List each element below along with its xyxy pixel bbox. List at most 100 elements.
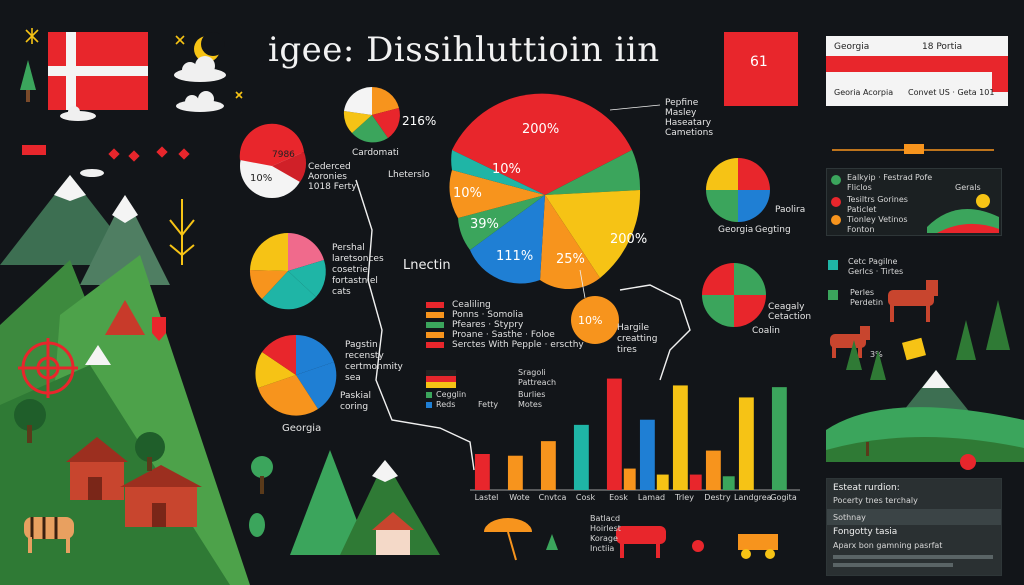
legend1-swatch-0: [426, 301, 444, 308]
horse-icon: [830, 326, 870, 358]
card-row1-left: Georgia: [834, 42, 870, 52]
bar-7: [705, 450, 721, 490]
big-pie-label-top3: Haseatary: [665, 118, 712, 128]
sun-wheel-icon: [18, 338, 78, 398]
bottom-panel-title: Esteat rurdion:: [833, 483, 900, 493]
right-panel-landscape: [927, 194, 999, 233]
big-pie-label-left: Lheterslo: [388, 170, 430, 180]
big-pie-label-top2: Masley: [665, 108, 697, 118]
bar-chart-x-labels: Lastel Wote Cnvtca Cosk Eosk Lamad Trley Destry…: [470, 493, 800, 507]
right-panel-dot-green: [831, 175, 841, 185]
tree-icon: [20, 60, 36, 102]
legend1-row-1: Ponns · Somolia: [426, 310, 584, 320]
legend2-dot-blue: [426, 402, 432, 408]
right-panel-row6: Fonton: [847, 225, 875, 234]
white-pie-inner-top: 7986: [272, 150, 295, 160]
card-row2-left: Georia Acorpia: [834, 88, 894, 97]
pie3-label-3: cosetrie: [332, 265, 368, 275]
big-pie-label-top1: Pepfine: [665, 98, 699, 108]
big-pie-a: 10%: [492, 162, 521, 177]
legend1-label-2: Pfeares · Stypry: [452, 320, 524, 330]
pointer-lines: [579, 104, 661, 299]
right-panel-row3: Tesiltrs Gorines: [847, 195, 908, 204]
bar-0: [474, 454, 490, 490]
bar-5: [639, 419, 655, 490]
pie-4: [255, 334, 337, 416]
white-pie-label-2: Aoronies: [308, 172, 347, 182]
umbrella-icon: [484, 518, 532, 561]
legend1-label-0: Cealiling: [452, 300, 491, 310]
bottom-panel-body1: Pocerty tnes terchaly: [833, 496, 918, 505]
bottom-list-3: Korage: [590, 534, 618, 543]
bar-2: [540, 441, 556, 490]
bar-secondary-6: [689, 474, 702, 490]
legend2-right-3: Motes: [518, 400, 543, 409]
legend1-row-0: Cealiling: [426, 300, 584, 310]
bar-label-2: Cnvtca: [538, 493, 567, 502]
pie3-label-4: fortastniel: [332, 276, 378, 286]
pie4-label-1: Pagstin: [345, 340, 378, 350]
card-row1-right: 18 Portia: [922, 42, 963, 52]
big-pie-f: 200%: [610, 232, 648, 247]
legend1-swatch-2: [426, 321, 444, 328]
bar-chart: [470, 378, 800, 491]
pie-small-top: [343, 86, 400, 143]
pie-white: [239, 123, 307, 198]
right-panel-badge: Pofe: [915, 173, 933, 182]
zebra-icon: [24, 517, 74, 553]
bar-label-8: Landgrea: [734, 493, 772, 502]
legend1-row-3: Proane · Sasthe · Foloe: [426, 330, 584, 340]
pie-right2-side2: Cetaction: [768, 312, 812, 322]
pie-small-orange: [571, 296, 619, 344]
pie-right2-side1: Ceagaly: [768, 302, 805, 312]
right-mid-row4: Perdetin: [850, 298, 884, 307]
big-pie-red-pct: 200%: [522, 122, 560, 137]
bar-1: [507, 455, 523, 490]
legend1-row-2: Pfeares · Stypry: [426, 320, 584, 330]
map-outline: [355, 179, 691, 471]
legend-1: Cealiling Ponns · Somolia Pfeares · Styp…: [426, 300, 584, 350]
pie4-label-4: sea: [345, 373, 361, 383]
bottom-panel-body3: Aparx bon gamning pasrfat: [833, 541, 943, 550]
big-pie-c: 39%: [470, 217, 499, 232]
legend1-swatch-4: [426, 341, 444, 348]
big-pie-d: 111%: [496, 249, 534, 264]
leaf-ornament-icon: [169, 199, 195, 265]
small-top-pie-value: 216%: [402, 114, 437, 128]
pie4-label-2: recensty: [345, 351, 384, 361]
big-pie-label-center: Lnectin: [403, 258, 451, 273]
legend1-label-4: Serctes With Pepple · erscthy: [452, 340, 584, 350]
big-pie-label-bottom2: creatting: [617, 334, 658, 344]
bar-label-0: Lastel: [474, 493, 499, 502]
tiger-icon: [616, 526, 666, 558]
decor-top-left: [20, 28, 243, 177]
tree-icon: [846, 300, 1010, 380]
tomato-icon: [692, 540, 704, 552]
bottom-panel-band: [827, 509, 1001, 525]
big-pie-b: 10%: [453, 186, 482, 201]
legend2-swatch-dark: [426, 370, 456, 376]
pie3-label-1: Pershal: [332, 243, 365, 253]
right-panel-dot-red: [831, 197, 841, 207]
star-icon: [25, 28, 243, 99]
bottom-list-4: Inctiia: [590, 544, 615, 553]
legend1-label-1: Ponns · Somolia: [452, 310, 524, 320]
right-panel-row4: Paticlet: [847, 205, 877, 214]
pie-right-2: [702, 263, 766, 327]
bar-label-6: Trley: [675, 493, 694, 502]
big-pie-label-bottom1: Hargile: [617, 323, 650, 333]
shield-icon: [152, 317, 166, 341]
pie-big: [449, 93, 641, 290]
legend2-swatch-yellow: [426, 382, 456, 388]
cloud-icon: [60, 56, 226, 177]
bar-label-3: Cosk: [575, 493, 596, 502]
page-title: igee: Dissihluttioin iin: [268, 30, 660, 70]
house-icon: [66, 437, 202, 527]
white-pie-label-1: Cederced: [308, 162, 351, 172]
bottom-panel-line: [833, 555, 993, 559]
legend2-right-4: Fetty: [478, 400, 499, 409]
right-mid-pct: 3%: [870, 350, 883, 359]
pie-right1-side2: Gegting: [755, 225, 791, 235]
pie-right1-label: Georgia: [718, 225, 754, 235]
